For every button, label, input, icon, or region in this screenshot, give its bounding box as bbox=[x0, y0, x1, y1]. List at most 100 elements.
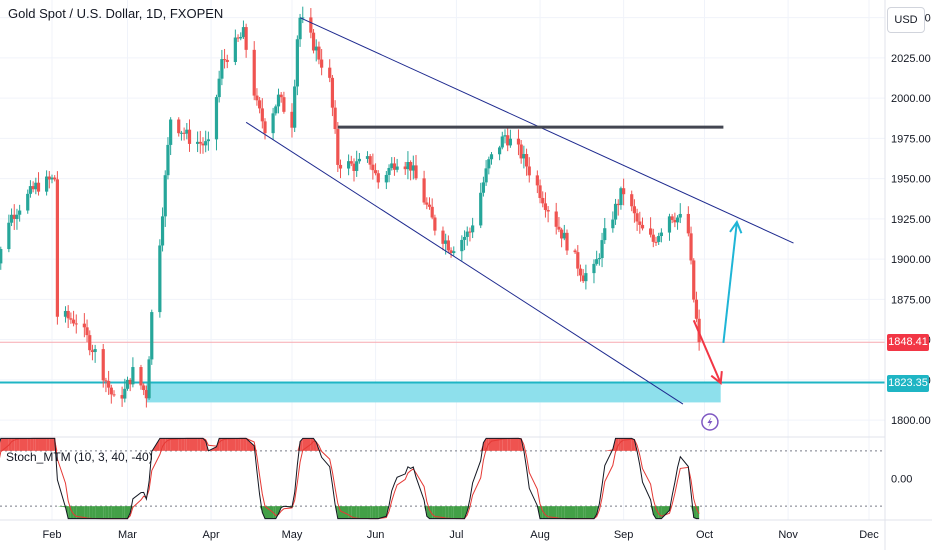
candle-body bbox=[500, 136, 504, 148]
y-tick-label: 1975.00 bbox=[891, 133, 931, 145]
x-tick-label: Feb bbox=[43, 529, 62, 541]
overbought-fill bbox=[518, 438, 522, 451]
candle-body bbox=[468, 231, 472, 233]
candle-body bbox=[694, 299, 699, 319]
candle-body bbox=[104, 380, 108, 382]
oversold-fill bbox=[105, 506, 109, 519]
candle-body bbox=[150, 312, 154, 360]
overbought-fill bbox=[181, 438, 185, 451]
candle-body bbox=[182, 132, 186, 134]
candle-body bbox=[144, 390, 148, 399]
oversold-fill bbox=[424, 506, 427, 517]
last-price-tag: 1848.41 bbox=[887, 334, 929, 352]
candle-body bbox=[204, 141, 208, 146]
candle-body bbox=[357, 158, 361, 162]
overbought-fill bbox=[243, 438, 247, 451]
oversold-fill bbox=[76, 506, 85, 519]
candle-body bbox=[387, 167, 391, 175]
oversold-fill bbox=[359, 506, 368, 519]
candle-body bbox=[670, 216, 674, 220]
candle-body bbox=[142, 385, 146, 391]
candle-body bbox=[85, 327, 89, 336]
candle-body bbox=[187, 129, 192, 144]
overbought-fill bbox=[8, 438, 12, 451]
candle-body bbox=[45, 176, 49, 192]
overbought-fill bbox=[604, 449, 613, 451]
candle-body bbox=[71, 319, 76, 324]
oversold-fill bbox=[356, 506, 360, 519]
candle-body bbox=[446, 240, 450, 251]
candle-body bbox=[411, 165, 415, 171]
candle-body bbox=[406, 162, 410, 170]
candle-body bbox=[409, 162, 413, 171]
candle-body bbox=[31, 186, 35, 190]
overbought-fill bbox=[224, 438, 228, 451]
oversold-fill bbox=[593, 506, 597, 519]
candle-body bbox=[686, 213, 690, 234]
candle-body bbox=[384, 174, 388, 183]
oversold-fill bbox=[108, 506, 112, 519]
overbought-fill bbox=[499, 438, 503, 451]
candle-body bbox=[449, 250, 453, 254]
candle-body bbox=[26, 193, 30, 211]
candle-body bbox=[47, 176, 51, 180]
candle-body bbox=[659, 232, 663, 237]
y-tick-label: 2000.00 bbox=[891, 93, 931, 105]
candle-body bbox=[675, 217, 680, 223]
candle-body bbox=[109, 387, 113, 395]
candle-body bbox=[330, 77, 335, 108]
candle-body bbox=[177, 119, 181, 134]
candle-body bbox=[34, 182, 38, 190]
candle-body bbox=[311, 32, 316, 51]
candle-body bbox=[241, 27, 246, 37]
x-tick-label: Jul bbox=[449, 529, 463, 541]
candle-body bbox=[657, 236, 661, 242]
candle-body bbox=[147, 359, 151, 399]
overbought-fill bbox=[35, 438, 39, 451]
candle-body bbox=[581, 275, 585, 282]
candle-body bbox=[233, 37, 237, 62]
osc-zero-label: 0.00 bbox=[891, 474, 912, 486]
candle-body bbox=[263, 121, 267, 134]
y-tick-label: 1900.00 bbox=[891, 254, 931, 266]
x-tick-label: Sep bbox=[614, 529, 634, 541]
overbought-fill bbox=[227, 438, 236, 451]
candle-body bbox=[258, 100, 262, 109]
candle-body bbox=[244, 27, 248, 50]
candle-body bbox=[328, 67, 332, 78]
candle-body bbox=[274, 106, 278, 114]
candle-body bbox=[462, 236, 467, 240]
candle-body bbox=[338, 164, 343, 169]
candle-body bbox=[630, 194, 634, 207]
candle-body bbox=[93, 349, 97, 353]
overbought-fill bbox=[184, 438, 187, 451]
candle-body bbox=[15, 214, 19, 219]
currency-button[interactable]: USD bbox=[887, 7, 925, 33]
candle-body bbox=[158, 245, 162, 313]
candle-body bbox=[53, 177, 57, 180]
overbought-fill bbox=[240, 438, 244, 451]
candle-body bbox=[373, 170, 378, 174]
candle-body bbox=[225, 59, 229, 62]
overbought-fill bbox=[510, 438, 519, 451]
overbought-fill bbox=[618, 438, 621, 451]
candle-body bbox=[282, 97, 286, 112]
x-tick-label: Nov bbox=[778, 529, 798, 541]
candle-body bbox=[441, 230, 445, 244]
oversold-fill bbox=[122, 506, 125, 519]
candle-body bbox=[632, 206, 637, 214]
candle-body bbox=[508, 138, 512, 146]
candle-body bbox=[497, 147, 502, 155]
candle-body bbox=[619, 188, 623, 206]
candle-body bbox=[543, 203, 548, 210]
candle-body bbox=[689, 233, 693, 261]
candle-body bbox=[603, 228, 607, 241]
projection-down-arrow-head bbox=[710, 371, 723, 386]
oversold-fill bbox=[548, 506, 557, 519]
candle-body bbox=[125, 379, 130, 389]
candle-body bbox=[349, 161, 353, 164]
candle-body bbox=[638, 221, 642, 225]
overbought-fill bbox=[483, 438, 487, 451]
